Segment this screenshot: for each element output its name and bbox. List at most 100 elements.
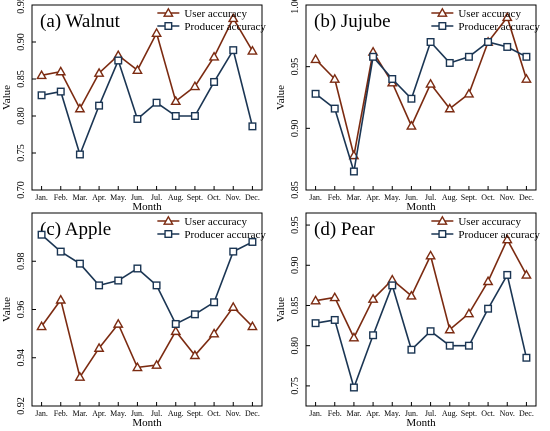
data-point-producer-accuracy	[133, 114, 142, 123]
data-point-producer-accuracy	[330, 104, 339, 113]
x-tick-label: Apr.	[366, 409, 380, 418]
panel-title: (a) Walnut	[40, 11, 121, 32]
data-point-user-accuracy	[132, 361, 143, 372]
legend-marker	[436, 7, 448, 17]
x-tick-label: Sept.	[187, 193, 203, 202]
y-tick-label: 0.95	[290, 58, 301, 76]
x-tick-label: Mar.	[72, 409, 87, 418]
x-tick-label: Jan.	[309, 409, 322, 418]
data-point-producer-accuracy	[407, 94, 416, 103]
data-point-user-accuracy	[247, 45, 258, 55]
data-point-producer-accuracy	[37, 230, 46, 239]
data-point-user-accuracy	[151, 359, 162, 369]
chart-panel-2: 0.85 0.90 0.95 1.00 Jan. Feb. Mar. Apr. May. Jun.…	[275, 0, 540, 213]
data-point-user-accuracy	[93, 67, 105, 77]
data-point-producer-accuracy	[75, 150, 84, 159]
data-point-producer-accuracy	[464, 52, 473, 61]
data-point-producer-accuracy	[388, 281, 397, 290]
data-point-producer-accuracy	[330, 315, 339, 324]
data-point-user-accuracy	[170, 95, 182, 106]
y-tick-label: 0.75	[290, 377, 301, 395]
series-line-user-accuracy	[315, 237, 528, 340]
series-line-producer-accuracy	[41, 48, 254, 157]
x-tick-label: May.	[110, 409, 126, 418]
y-tick-label: 0.80	[290, 337, 301, 355]
data-point-user-accuracy	[329, 73, 341, 83]
data-point-user-accuracy	[501, 233, 513, 244]
x-tick-label: Jun.	[405, 193, 418, 202]
x-tick-label: Apr.	[92, 193, 106, 202]
data-point-producer-accuracy	[95, 281, 104, 290]
panel-title: (c) Apple	[40, 219, 111, 240]
x-tick-label: Feb.	[328, 193, 342, 202]
data-point-producer-accuracy	[133, 264, 142, 273]
y-tick-label: 0.95	[290, 216, 301, 234]
series-line-user-accuracy	[41, 16, 254, 111]
data-point-user-accuracy	[444, 323, 456, 334]
data-point-producer-accuracy	[445, 341, 454, 350]
data-point-user-accuracy	[227, 12, 239, 23]
data-point-producer-accuracy	[171, 111, 180, 120]
data-point-user-accuracy	[36, 69, 47, 80]
y-axis-label: Value	[1, 85, 13, 110]
data-point-user-accuracy	[132, 64, 143, 74]
data-point-producer-accuracy	[522, 353, 531, 362]
x-tick-label: Oct.	[481, 409, 495, 418]
plot-frame	[31, 4, 263, 191]
data-point-user-accuracy	[501, 11, 513, 22]
data-point-user-accuracy	[406, 120, 417, 130]
data-point-producer-accuracy	[56, 247, 65, 256]
x-tick-label: Dec.	[519, 193, 534, 202]
data-point-user-accuracy	[425, 250, 436, 260]
data-point-producer-accuracy	[464, 341, 473, 350]
data-point-producer-accuracy	[503, 42, 512, 51]
series-line-user-accuracy	[40, 297, 253, 380]
data-point-user-accuracy	[93, 342, 105, 352]
chart-panel-1: 0.70 0.75 0.80 0.85 0.90 0.95 Jan. Feb. Mar. Apr.…	[1, 0, 266, 213]
chart-panel-3: 0.92 0.94 0.96 0.98 Jan. Feb. Mar. Apr. May. Jun.…	[1, 212, 266, 429]
x-tick-label: Jul.	[151, 193, 162, 202]
data-point-user-accuracy	[406, 290, 417, 300]
data-point-producer-accuracy	[311, 319, 320, 328]
legend-marker	[162, 215, 174, 225]
data-point-producer-accuracy	[95, 101, 104, 110]
data-point-user-accuracy	[521, 269, 532, 279]
legend-marker	[438, 229, 447, 238]
plot-frame	[305, 212, 537, 407]
x-tick-label: Nov.	[226, 409, 241, 418]
data-point-user-accuracy	[74, 371, 86, 381]
data-point-producer-accuracy	[229, 46, 238, 55]
y-tick-label: 0.75	[16, 144, 27, 162]
x-tick-label: Nov.	[500, 409, 515, 418]
x-tick-label: Nov.	[226, 193, 241, 202]
data-point-user-accuracy	[310, 295, 321, 305]
x-tick-label: May.	[110, 193, 126, 202]
data-point-user-accuracy	[189, 80, 201, 91]
legend-label: User accuracy	[184, 216, 247, 228]
data-point-producer-accuracy	[426, 327, 435, 336]
y-tick-label: 1.00	[290, 0, 301, 14]
legend-label: User accuracy	[458, 216, 521, 228]
x-tick-label: Sept.	[187, 409, 203, 418]
y-axis-label: Value	[275, 85, 287, 110]
data-point-producer-accuracy	[190, 111, 199, 120]
x-tick-label: May.	[384, 193, 400, 202]
x-tick-label: Aug.	[168, 409, 184, 418]
data-point-user-accuracy	[227, 301, 239, 311]
data-point-producer-accuracy	[152, 281, 161, 290]
legend-label: Producer accuracy	[458, 229, 540, 241]
data-point-user-accuracy	[348, 332, 360, 342]
x-tick-label: Jul.	[425, 409, 436, 418]
data-point-user-accuracy	[482, 275, 494, 286]
data-point-producer-accuracy	[484, 38, 493, 47]
series-line-producer-accuracy	[315, 272, 528, 391]
y-axis-label: Value	[1, 297, 13, 322]
x-axis-label: Month	[132, 417, 162, 426]
x-tick-label: May.	[384, 409, 400, 418]
data-point-user-accuracy	[329, 291, 341, 302]
legend-label: Producer accuracy	[184, 229, 266, 241]
x-axis-label: Month	[132, 201, 162, 213]
data-point-user-accuracy	[463, 307, 475, 318]
data-point-user-accuracy	[151, 27, 162, 37]
y-tick-label: 0.95	[16, 0, 27, 14]
